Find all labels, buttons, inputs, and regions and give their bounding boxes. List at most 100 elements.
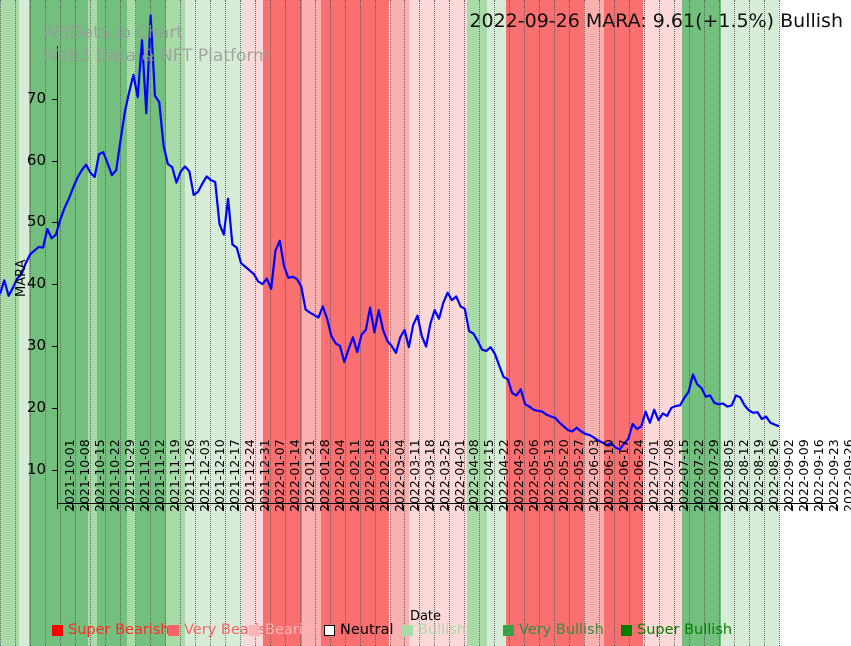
x-tick-label: 2021-12-03 — [196, 439, 212, 512]
x-tick-label: 2022-07-29 — [706, 439, 722, 512]
sentiment-band — [506, 0, 585, 646]
y-tick-mark — [52, 408, 57, 410]
y-tick-label: 10 — [26, 459, 46, 478]
legend-swatch — [402, 624, 413, 636]
x-tick-mark — [221, 504, 223, 509]
x-tick-mark — [701, 504, 703, 509]
x-tick-label: 2021-12-10 — [211, 439, 227, 512]
grid-line — [74, 0, 76, 646]
legend-item[interactable]: Bearish — [249, 620, 320, 640]
grid-line — [329, 0, 331, 646]
y-tick-mark — [52, 346, 57, 348]
x-tick-mark — [686, 504, 688, 509]
sentiment-band — [87, 0, 98, 646]
x-tick-mark — [71, 504, 73, 509]
legend-swatch — [52, 624, 63, 636]
x-tick-mark — [791, 504, 793, 509]
y-tick-label: 50 — [26, 212, 46, 231]
x-tick-mark — [116, 504, 118, 509]
x-tick-label: 2021-11-26 — [181, 439, 197, 512]
legend-swatch — [168, 624, 179, 636]
x-tick-mark — [326, 504, 328, 509]
x-tick-mark — [356, 504, 358, 509]
y-tick-label: 70 — [26, 88, 46, 107]
x-tick-label: 2022-02-04 — [331, 439, 347, 512]
legend-label: Very Bullish — [519, 622, 604, 638]
x-tick-label: 2022-03-04 — [391, 439, 407, 512]
grid-line — [599, 0, 601, 646]
y-tick-mark — [52, 469, 57, 471]
x-tick-mark — [626, 504, 628, 509]
sentiment-band — [185, 0, 244, 646]
grid-line — [434, 0, 436, 646]
legend-item[interactable]: Bullish — [402, 620, 466, 640]
y-tick-label: 30 — [26, 336, 46, 355]
sentiment-band — [301, 0, 322, 646]
x-tick-mark — [506, 504, 508, 509]
legend-item[interactable]: Super Bearish — [52, 620, 170, 640]
x-tick-mark — [446, 504, 448, 509]
x-tick-mark — [296, 504, 298, 509]
y-tick-label: 40 — [26, 274, 46, 293]
x-tick-mark — [206, 504, 208, 509]
x-tick-mark — [401, 504, 403, 509]
x-tick-label: 2022-09-09 — [796, 439, 812, 512]
grid-line — [44, 0, 46, 646]
y-tick-mark — [52, 160, 57, 162]
x-tick-mark — [191, 504, 193, 509]
x-tick-mark — [57, 504, 58, 509]
legend-swatch — [324, 624, 335, 636]
x-tick-label: 2022-02-18 — [361, 439, 377, 512]
grid-line — [629, 0, 631, 646]
x-tick-mark — [761, 504, 763, 509]
x-tick-label: 2022-03-25 — [436, 439, 452, 512]
x-tick-mark — [806, 504, 808, 509]
legend-item[interactable]: Neutral — [324, 620, 394, 640]
sentiment-band — [262, 0, 302, 646]
sentiment-band — [584, 0, 604, 646]
grid-line — [584, 0, 586, 646]
x-tick-label: 2022-08-19 — [751, 439, 767, 512]
x-tick-label: 2021-10-29 — [121, 439, 137, 512]
x-tick-mark — [731, 504, 733, 509]
x-tick-label: 2022-08-26 — [766, 439, 782, 512]
grid-line — [389, 0, 391, 646]
legend-swatch — [621, 624, 632, 636]
grid-line — [659, 0, 661, 646]
grid-line — [269, 0, 271, 646]
grid-line — [239, 0, 241, 646]
x-tick-label: 2022-05-20 — [556, 439, 572, 512]
legend-item[interactable]: Very Bullish — [503, 620, 604, 640]
legend-swatch — [249, 624, 260, 636]
y-tick-mark — [52, 98, 57, 100]
x-tick-label: 2022-01-21 — [301, 439, 317, 512]
x-tick-label: 2022-01-07 — [271, 439, 287, 512]
x-tick-mark — [671, 504, 673, 509]
x-tick-label: 2022-09-23 — [826, 439, 842, 512]
grid-line — [14, 0, 16, 646]
grid-line — [89, 0, 91, 646]
sentiment-band — [243, 0, 263, 646]
grid-line — [764, 0, 766, 646]
x-tick-label: 2022-09-02 — [781, 439, 797, 512]
x-tick-mark — [611, 504, 613, 509]
watermark: W3Data.io Chart Web3 Data & NFT Platform — [42, 23, 270, 66]
sentiment-band — [126, 0, 137, 646]
x-tick-label: 2022-04-29 — [511, 439, 527, 512]
grid-line — [59, 0, 61, 646]
x-tick-mark — [836, 504, 837, 509]
x-tick-label: 2021-11-19 — [166, 439, 182, 512]
sentiment-band — [29, 0, 88, 646]
grid-line — [149, 0, 151, 646]
x-tick-mark — [746, 504, 748, 509]
legend-item[interactable]: Super Bullish — [621, 620, 732, 640]
y-tick-mark — [52, 222, 57, 224]
x-tick-mark — [641, 504, 643, 509]
x-tick-mark — [101, 504, 103, 509]
x-tick-mark — [716, 504, 718, 509]
grid-line — [299, 0, 301, 646]
x-tick-label: 2021-12-24 — [241, 439, 257, 512]
x-tick-mark — [581, 504, 583, 509]
x-tick-mark — [281, 504, 283, 509]
